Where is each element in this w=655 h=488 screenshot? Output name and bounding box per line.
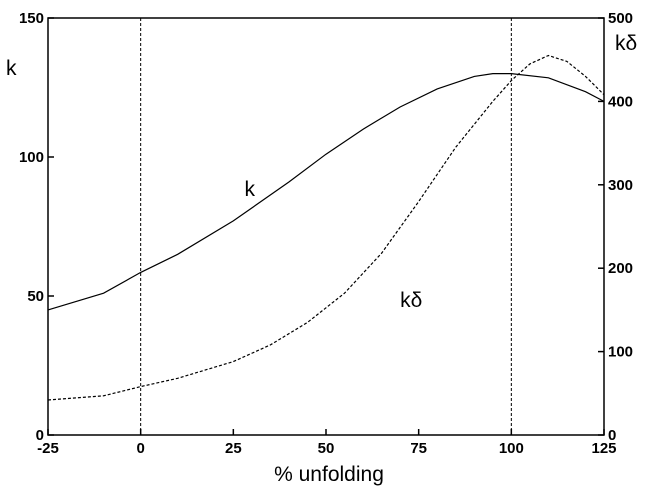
ticks-layer: [47, 17, 605, 436]
y-right-tick-label: 0: [608, 427, 616, 444]
reference-lines: [140, 18, 512, 435]
x-tick-label: 50: [318, 440, 335, 457]
x-tick-label: -25: [37, 440, 59, 457]
x-tick-label: 0: [136, 440, 144, 457]
series-line-k: [47, 73, 605, 311]
y-left-axis-title: k: [6, 57, 17, 80]
tick-labels: -25 0 25 50 75 100 125050100150010020030040050…: [19, 10, 633, 457]
y-left-tick-label: 0: [36, 427, 44, 444]
x-tick-label: 75: [410, 440, 427, 457]
y-right-axis-title: kδ: [615, 32, 637, 55]
x-axis-title: % unfolding: [274, 463, 384, 486]
y-left-tick-label: 50: [27, 288, 44, 305]
x-tick-label: 125: [591, 440, 616, 457]
series-line-k-delta: [47, 54, 605, 401]
x-tick-label: 100: [499, 440, 524, 457]
series-layer: [47, 54, 605, 401]
y-right-tick-label: 100: [608, 344, 633, 361]
y-right-tick-label: 300: [608, 177, 633, 194]
plot-frame: [47, 17, 605, 436]
annotations: k kδ: [244, 178, 422, 312]
y-left-tick-label: 150: [19, 10, 44, 27]
curve-label-k-delta: kδ: [400, 289, 422, 312]
y-right-tick-label: 400: [608, 93, 633, 110]
curve-label-k: k: [244, 178, 255, 201]
x-tick-label: 25: [225, 440, 242, 457]
y-right-tick-label: 200: [608, 260, 633, 277]
y-right-tick-label: 500: [608, 10, 633, 27]
y-left-tick-label: 100: [19, 149, 44, 166]
